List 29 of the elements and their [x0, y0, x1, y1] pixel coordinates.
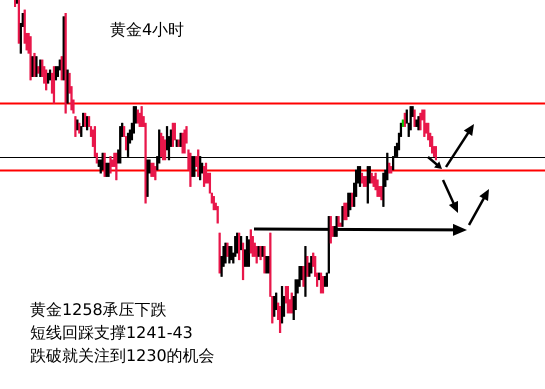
text: 跌破就关注到1230的机会	[30, 345, 215, 367]
candlestick	[402, 120, 404, 127]
candlestick	[16, 0, 18, 4]
text: 黄金4小时	[110, 20, 184, 41]
candlestick	[33, 52, 36, 77]
annotation: 黄金1258承压下跌	[30, 299, 168, 321]
candlestick	[176, 140, 178, 147]
candlestick	[306, 256, 308, 277]
candlestick	[304, 246, 307, 297]
candlestick	[263, 246, 266, 274]
candlestick	[31, 56, 34, 77]
candlestick	[417, 116, 420, 130]
candlestick	[216, 206, 219, 224]
candlestick	[413, 110, 416, 127]
candlestick	[302, 266, 305, 287]
candlestick	[35, 56, 38, 77]
candlestick	[74, 116, 77, 137]
candlestick	[48, 70, 52, 80]
candlestick	[84, 112, 86, 127]
candlestick	[318, 272, 320, 280]
candlestick	[341, 206, 344, 227]
candlestick	[261, 246, 264, 257]
candlestick	[330, 216, 332, 244]
candlestick	[226, 242, 229, 257]
candlestick	[415, 120, 418, 127]
annotation: 短线回踩支撑1241-43	[30, 322, 194, 344]
candlestick	[60, 56, 63, 80]
candlestick	[62, 16, 65, 80]
candlestick	[178, 140, 180, 147]
